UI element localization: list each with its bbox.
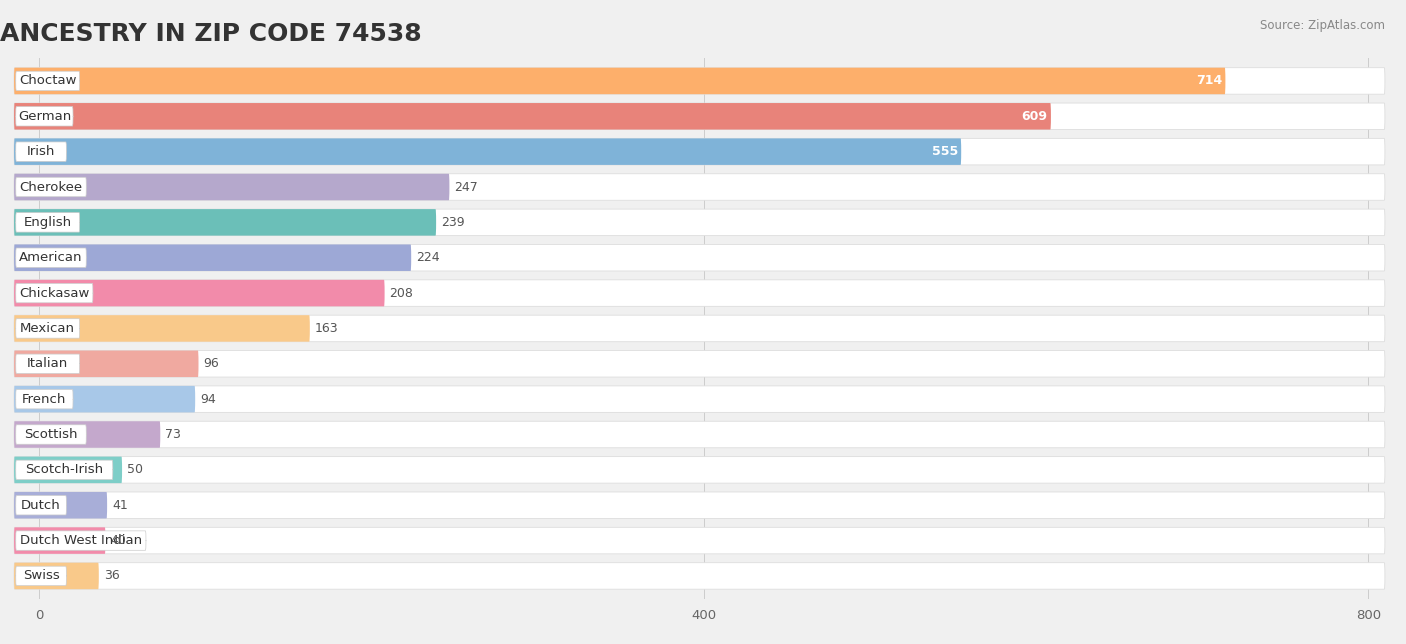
FancyBboxPatch shape: [14, 457, 122, 483]
FancyBboxPatch shape: [15, 495, 66, 515]
Text: Dutch: Dutch: [21, 498, 60, 512]
Text: Dutch West Indian: Dutch West Indian: [20, 534, 142, 547]
FancyBboxPatch shape: [14, 103, 1385, 129]
FancyBboxPatch shape: [14, 315, 309, 342]
FancyBboxPatch shape: [14, 68, 1385, 94]
FancyBboxPatch shape: [14, 245, 411, 271]
FancyBboxPatch shape: [14, 174, 450, 200]
FancyBboxPatch shape: [15, 106, 73, 126]
Text: 555: 555: [932, 145, 957, 158]
Text: Swiss: Swiss: [22, 569, 59, 582]
Text: 96: 96: [204, 357, 219, 370]
Text: 163: 163: [315, 322, 339, 335]
FancyBboxPatch shape: [15, 142, 66, 162]
FancyBboxPatch shape: [14, 386, 195, 412]
Text: 247: 247: [454, 180, 478, 193]
FancyBboxPatch shape: [15, 283, 93, 303]
Text: English: English: [24, 216, 72, 229]
Text: Italian: Italian: [27, 357, 69, 370]
Text: Mexican: Mexican: [20, 322, 75, 335]
FancyBboxPatch shape: [14, 527, 1385, 554]
Text: 50: 50: [127, 464, 143, 477]
FancyBboxPatch shape: [14, 174, 1385, 200]
Text: 36: 36: [104, 569, 120, 582]
FancyBboxPatch shape: [14, 386, 1385, 412]
Text: Scotch-Irish: Scotch-Irish: [25, 464, 103, 477]
FancyBboxPatch shape: [15, 177, 86, 196]
FancyBboxPatch shape: [14, 68, 1226, 94]
Text: 40: 40: [111, 534, 127, 547]
FancyBboxPatch shape: [14, 563, 1385, 589]
FancyBboxPatch shape: [14, 209, 1385, 236]
FancyBboxPatch shape: [15, 531, 146, 551]
FancyBboxPatch shape: [14, 350, 1385, 377]
FancyBboxPatch shape: [15, 425, 86, 444]
FancyBboxPatch shape: [15, 390, 73, 409]
FancyBboxPatch shape: [15, 354, 80, 374]
Text: Scottish: Scottish: [24, 428, 77, 441]
Text: 94: 94: [200, 393, 217, 406]
FancyBboxPatch shape: [14, 280, 385, 307]
FancyBboxPatch shape: [14, 421, 160, 448]
FancyBboxPatch shape: [14, 492, 1385, 518]
Text: 208: 208: [389, 287, 413, 299]
Text: 714: 714: [1197, 75, 1222, 88]
Text: 239: 239: [441, 216, 465, 229]
FancyBboxPatch shape: [14, 315, 1385, 342]
FancyBboxPatch shape: [15, 71, 80, 91]
FancyBboxPatch shape: [14, 209, 436, 236]
Text: American: American: [20, 251, 83, 264]
FancyBboxPatch shape: [14, 421, 1385, 448]
Text: Irish: Irish: [27, 145, 55, 158]
Text: 73: 73: [166, 428, 181, 441]
FancyBboxPatch shape: [14, 103, 1050, 129]
FancyBboxPatch shape: [14, 492, 107, 518]
FancyBboxPatch shape: [14, 138, 962, 165]
FancyBboxPatch shape: [15, 460, 112, 480]
Text: Cherokee: Cherokee: [20, 180, 83, 193]
FancyBboxPatch shape: [15, 319, 80, 338]
FancyBboxPatch shape: [15, 566, 66, 585]
Text: Source: ZipAtlas.com: Source: ZipAtlas.com: [1260, 19, 1385, 32]
Text: 609: 609: [1022, 109, 1047, 123]
FancyBboxPatch shape: [14, 280, 1385, 307]
FancyBboxPatch shape: [14, 457, 1385, 483]
FancyBboxPatch shape: [14, 563, 98, 589]
FancyBboxPatch shape: [14, 245, 1385, 271]
Text: Choctaw: Choctaw: [18, 75, 76, 88]
Text: Chickasaw: Chickasaw: [20, 287, 90, 299]
FancyBboxPatch shape: [14, 138, 1385, 165]
Text: 224: 224: [416, 251, 440, 264]
Text: ANCESTRY IN ZIP CODE 74538: ANCESTRY IN ZIP CODE 74538: [0, 23, 422, 46]
Text: 41: 41: [112, 498, 128, 512]
FancyBboxPatch shape: [15, 248, 86, 267]
Text: French: French: [22, 393, 66, 406]
FancyBboxPatch shape: [14, 350, 198, 377]
FancyBboxPatch shape: [14, 527, 105, 554]
FancyBboxPatch shape: [15, 213, 80, 232]
Text: German: German: [18, 109, 72, 123]
